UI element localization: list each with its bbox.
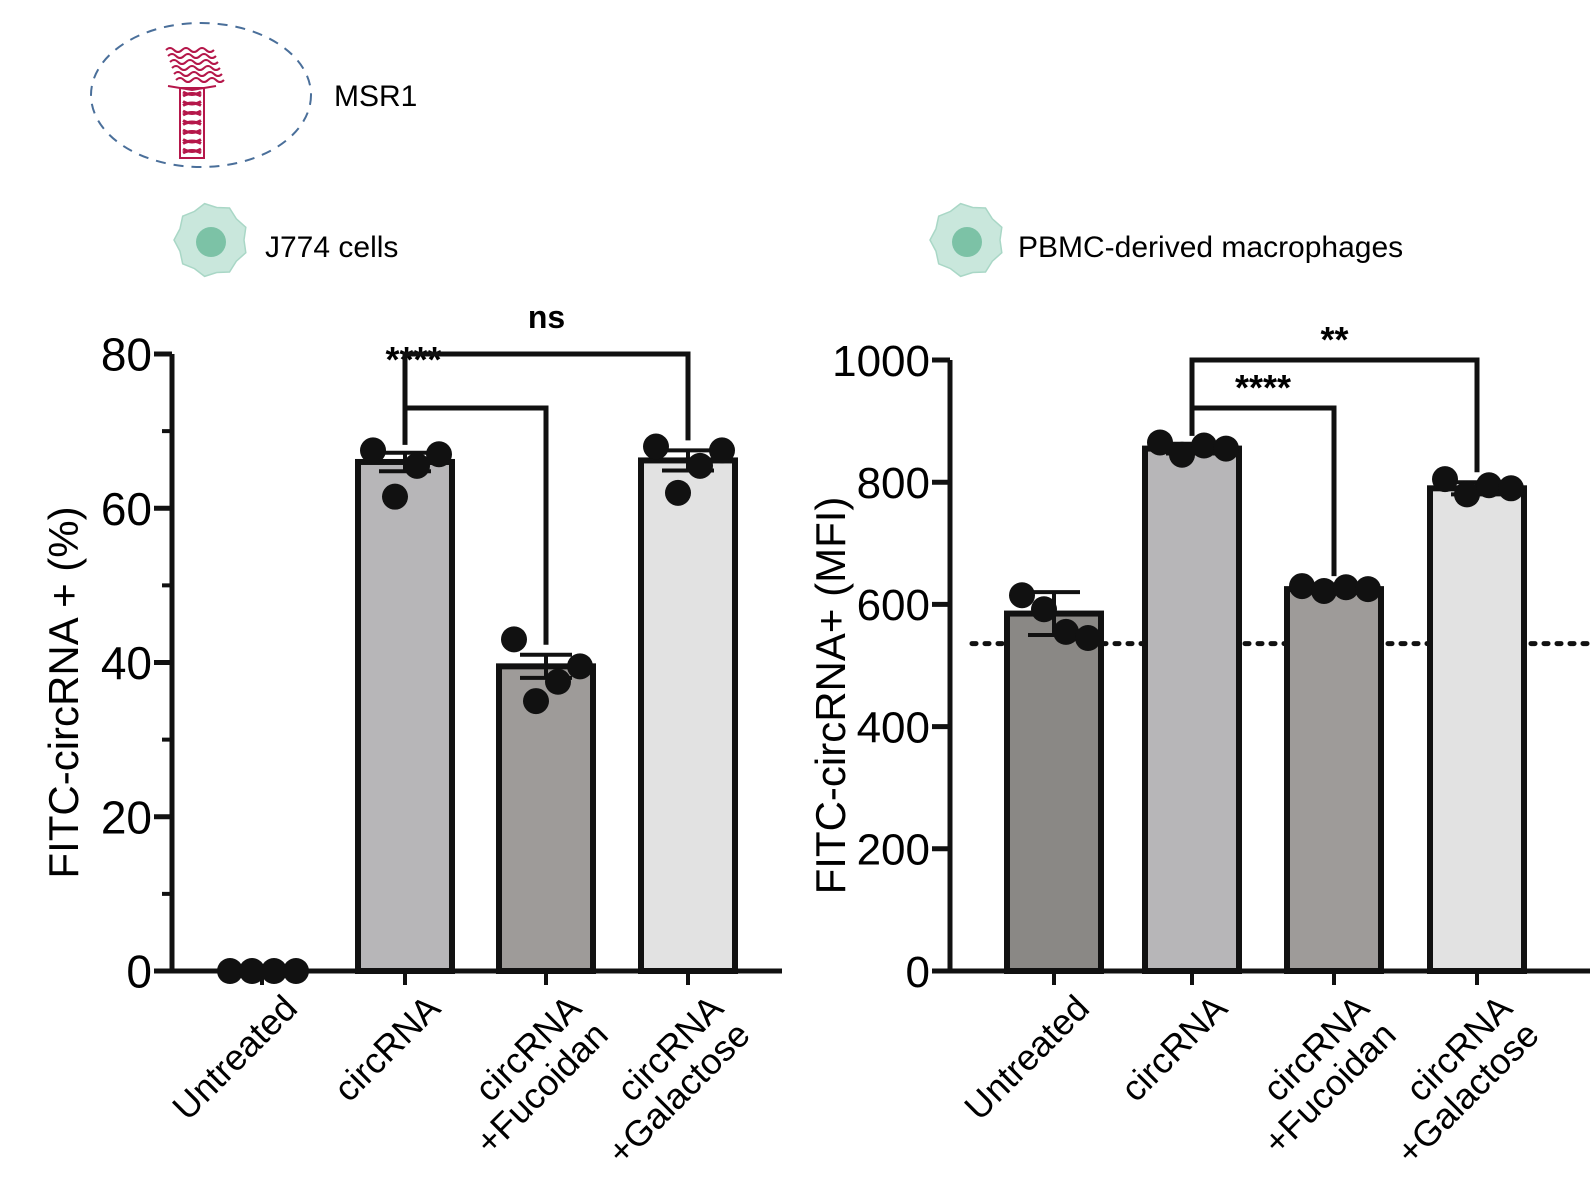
data-point — [426, 441, 452, 468]
data-point — [709, 437, 735, 464]
y-axis-label: FITC-circRNA+ (MFI) — [807, 497, 854, 895]
helix-segment — [182, 101, 202, 107]
cell-icon-right — [929, 202, 1003, 278]
x-tick-label: circRNA+Fucoidan — [440, 987, 615, 1162]
data-point — [360, 437, 386, 464]
x-tick-label: Untreated — [956, 987, 1097, 1128]
x-tick-label: circRNA+Galactose — [572, 987, 757, 1172]
data-point — [643, 433, 669, 460]
head-wave — [167, 53, 217, 59]
receptor-label: MSR1 — [334, 80, 417, 113]
head-wave — [169, 59, 219, 65]
y-tick-label: 80 — [101, 329, 152, 381]
msr1-receptor-icon — [165, 47, 225, 159]
y-tick-label: 1000 — [832, 337, 930, 386]
x-tick-label: Untreated — [164, 987, 305, 1128]
bar-0 — [1004, 610, 1104, 974]
helix-segment — [182, 149, 202, 155]
x-tick-label: circRNA+Galactose — [1361, 987, 1546, 1172]
data-point — [1498, 475, 1524, 502]
helix-segment — [182, 92, 202, 98]
stalk-outline — [179, 87, 205, 159]
head-wave — [171, 65, 221, 71]
y-tick-label: 200 — [857, 826, 930, 875]
head-wave — [175, 77, 225, 83]
significance-bracket — [402, 351, 691, 445]
data-point — [665, 479, 691, 506]
cell-nucleus — [196, 227, 226, 257]
data-point — [501, 626, 527, 653]
significance-label: ns — [528, 299, 565, 335]
data-point — [1053, 618, 1079, 645]
data-point — [567, 653, 593, 680]
data-point — [1355, 576, 1381, 603]
data-point — [1432, 466, 1458, 493]
y-tick-label: 600 — [857, 581, 930, 630]
data-point — [1169, 441, 1195, 468]
left-cell-label: J774 cells — [265, 231, 398, 264]
data-point — [1009, 582, 1035, 609]
bar-2 — [1284, 586, 1384, 974]
y-tick-label: 800 — [857, 459, 930, 508]
data-point — [1311, 577, 1337, 604]
x-tick-label-line: circRNA — [1113, 987, 1235, 1109]
right-cell-label: PBMC-derived macrophages — [1018, 231, 1403, 264]
x-tick-label: circRNA+Fucoidan — [1228, 987, 1403, 1162]
helix-segment — [182, 130, 202, 136]
y-tick-label: 20 — [101, 791, 152, 843]
y-tick-label: 40 — [101, 637, 152, 689]
data-point — [687, 452, 713, 479]
significance-label: **** — [385, 339, 441, 380]
x-tick-label: circRNA — [1113, 987, 1235, 1109]
bar-3 — [1427, 485, 1527, 974]
data-point — [523, 688, 549, 715]
data-point — [1031, 596, 1057, 623]
data-point — [1476, 472, 1502, 499]
helix-segment — [182, 111, 202, 117]
data-point — [382, 483, 408, 510]
y-tick-label: 60 — [101, 483, 152, 535]
bar-1 — [355, 458, 455, 974]
data-point — [1454, 481, 1480, 508]
helix-segment — [182, 139, 202, 145]
y-tick-label: 0 — [126, 946, 152, 998]
cell-nucleus — [952, 227, 982, 257]
data-point — [1289, 573, 1315, 600]
significance-label: ** — [1320, 319, 1348, 360]
x-tick-label-line: Untreated — [956, 987, 1097, 1128]
x-tick-label: circRNA — [326, 987, 448, 1109]
data-point — [1333, 574, 1359, 601]
neck — [167, 85, 217, 92]
data-point — [1147, 429, 1173, 456]
data-point — [1075, 625, 1101, 652]
bar-3 — [638, 457, 738, 974]
cell-icon-left — [173, 202, 247, 278]
significance-label: **** — [1235, 367, 1291, 408]
data-point — [545, 668, 571, 695]
data-point — [404, 452, 430, 479]
msr1-schematic: MSR1 — [90, 22, 417, 168]
head-wave — [173, 71, 223, 77]
data-point — [1213, 435, 1239, 462]
y-axis-label: FITC-circRNA + (%) — [40, 506, 87, 878]
y-tick-label: 0 — [906, 948, 930, 997]
x-tick-label-line: circRNA — [326, 987, 448, 1109]
cell-membrane-oval — [90, 22, 312, 168]
y-tick-label: 400 — [857, 703, 930, 752]
significance-bracket — [1189, 357, 1480, 473]
bar-2 — [496, 663, 596, 974]
x-tick-label-line: Untreated — [164, 987, 305, 1128]
helix-segment — [182, 120, 202, 126]
chart-right-mfi: 0 200 400 600 800 1000 FITC-circRNA+ (MFI) Untr… — [807, 319, 1592, 1172]
head-wave — [165, 47, 215, 53]
bar-1 — [1142, 445, 1242, 975]
data-point — [1191, 432, 1217, 459]
